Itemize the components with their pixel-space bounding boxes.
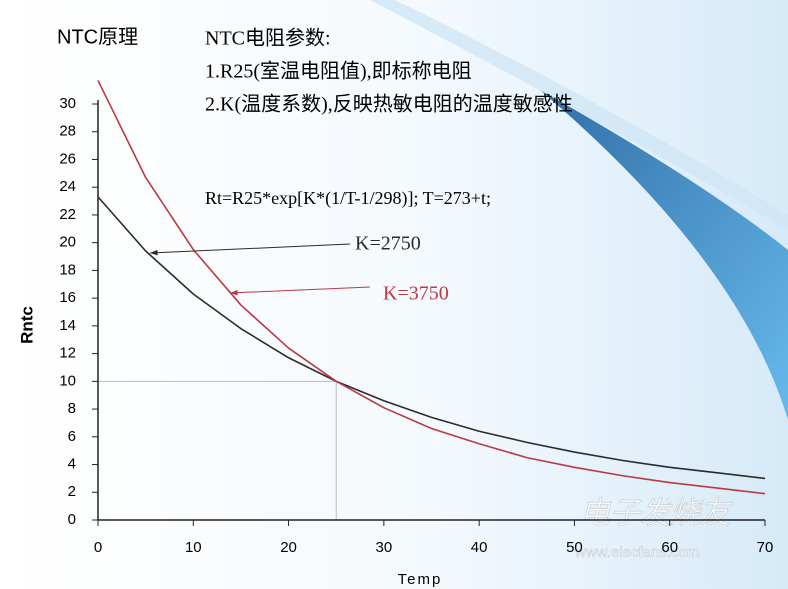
x-tick-label: 0	[94, 539, 102, 556]
x-tick-label: 40	[471, 539, 488, 556]
watermark: 电子发烧友	[580, 497, 734, 530]
y-tick-label: 14	[59, 317, 76, 334]
y-tick-label: 8	[68, 400, 76, 417]
formula: Rt=R25*exp[K*(1/T-1/298)]; T=273+t;	[205, 188, 491, 209]
y-tick-label: 0	[68, 511, 76, 528]
page: {"chart_data": {"type": "line", "title":…	[0, 0, 788, 589]
y-tick-label: 28	[59, 123, 76, 140]
annotation: 2.K(温度系数),反映热敏电阻的温度敏感性	[205, 93, 573, 116]
annotation: NTC电阻参数:	[205, 27, 331, 50]
y-tick-label: 24	[59, 178, 76, 195]
y-tick-label: 22	[59, 206, 76, 223]
y-tick-label: 18	[59, 261, 76, 278]
series-label: K=3750	[383, 283, 449, 305]
x-tick-label: 70	[757, 539, 774, 556]
watermark: www.elecfans.com	[574, 544, 699, 561]
y-tick-label: 30	[59, 95, 76, 112]
series-label: K=2750	[355, 233, 421, 255]
x-tick-label: 30	[376, 539, 393, 556]
y-tick-label: 2	[68, 483, 76, 500]
x-tick-label: 50	[566, 539, 583, 556]
x-tick-label: 20	[280, 539, 297, 556]
y-tick-label: 6	[68, 428, 76, 445]
x-axis-label: Temp	[398, 571, 443, 588]
y-tick-label: 20	[59, 234, 76, 251]
x-tick-label: 60	[661, 539, 678, 556]
x-tick-label: 10	[185, 539, 202, 556]
y-tick-label: 4	[68, 456, 76, 473]
y-tick-label: 26	[59, 150, 76, 167]
chart-title: NTC原理	[57, 26, 138, 48]
chart: NTC原理 NTC电阻参数: 1.R25(室温电阻值),即标称电阻 2.K(温度…	[0, 0, 788, 589]
y-tick-label: 10	[59, 372, 76, 389]
y-tick-label: 16	[59, 289, 76, 306]
y-axis-label: Rntc	[17, 306, 36, 344]
y-tick-label: 12	[59, 345, 76, 362]
annotation: 1.R25(室温电阻值),即标称电阻	[205, 60, 472, 83]
